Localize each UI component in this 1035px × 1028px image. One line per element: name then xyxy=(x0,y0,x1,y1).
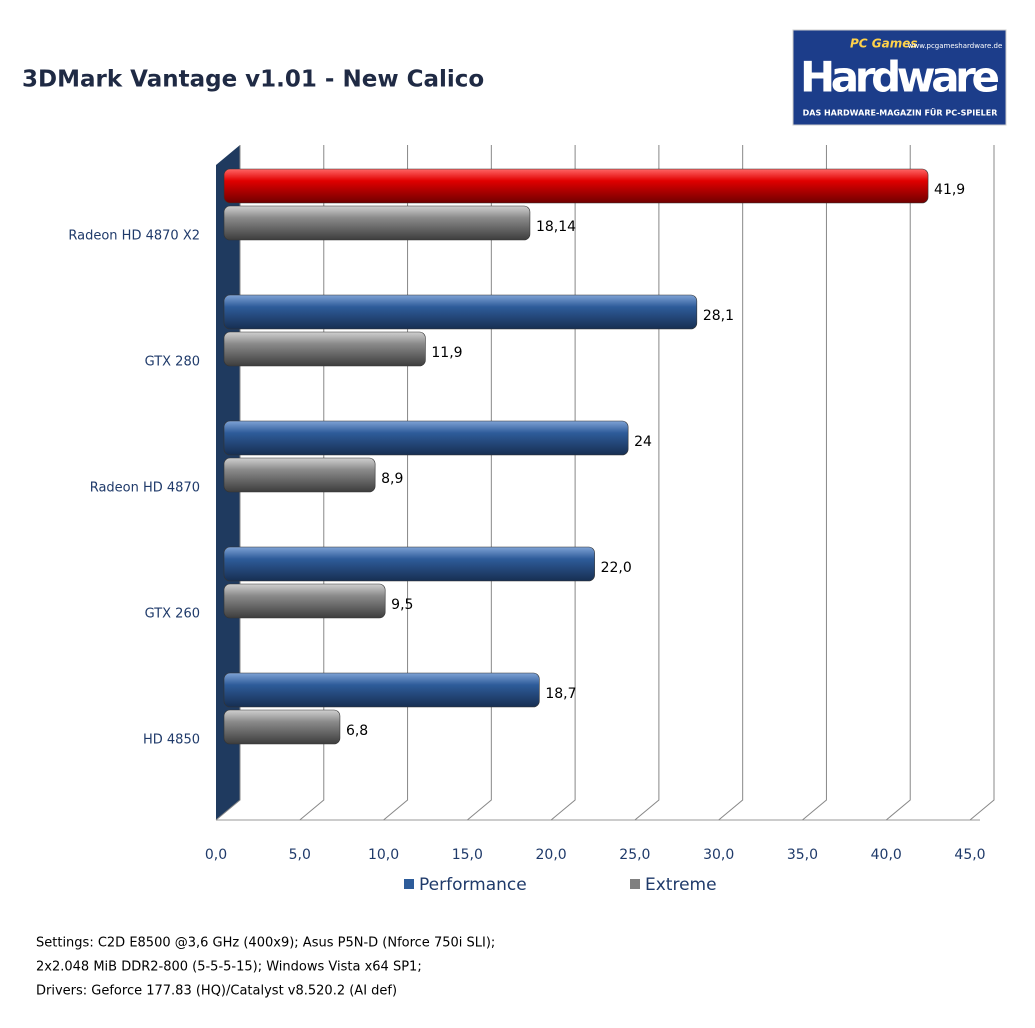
value-label: 18,7 xyxy=(545,686,576,702)
x-tick-label: 45,0 xyxy=(954,847,985,863)
footnote: 2x2.048 MiB DDR2-800 (5-5-5-15); Windows… xyxy=(36,960,422,975)
bar xyxy=(223,583,386,619)
logo-box xyxy=(792,29,1007,126)
bar xyxy=(223,168,929,204)
grid-line xyxy=(634,145,660,821)
value-label: 28,1 xyxy=(703,308,734,324)
x-tick-label: 40,0 xyxy=(871,847,902,863)
logo-url: www.pcgameshardware.de xyxy=(908,42,1003,50)
value-label: 41,9 xyxy=(934,182,965,198)
value-label: 18,14 xyxy=(536,219,576,235)
value-label: 11,9 xyxy=(431,345,462,361)
x-tick-label: 5,0 xyxy=(289,847,311,863)
grid-line xyxy=(467,145,492,821)
grid-line xyxy=(802,145,827,821)
x-tick-label: 25,0 xyxy=(619,847,650,863)
bar xyxy=(223,709,341,745)
footnote: Settings: C2D E8500 @3,6 GHz (400x9); As… xyxy=(36,936,495,951)
footnote: Drivers: Geforce 177.83 (HQ)/Catalyst v8… xyxy=(36,984,397,999)
value-label: 9,5 xyxy=(391,597,413,613)
x-tick-label: 30,0 xyxy=(703,847,734,863)
value-label: 22,0 xyxy=(601,560,632,576)
legend-swatch xyxy=(404,879,414,889)
value-label: 24 xyxy=(634,434,652,450)
grid-line xyxy=(718,145,744,821)
logo-name: Hardware xyxy=(800,53,1000,102)
x-tick-label: 20,0 xyxy=(536,847,567,863)
bar xyxy=(223,420,629,456)
grid-line xyxy=(885,145,911,821)
bar xyxy=(223,331,426,367)
legend-swatch xyxy=(630,879,640,889)
x-tick-label: 35,0 xyxy=(787,847,818,863)
logo-brand: PC Games xyxy=(850,37,918,51)
logo: PC Games www.pcgameshardware.de Hardware… xyxy=(792,29,1007,126)
legend-label: Performance xyxy=(419,875,527,895)
x-tick-label: 10,0 xyxy=(368,847,399,863)
grid-line xyxy=(550,145,576,821)
bar xyxy=(223,546,595,582)
category-label: GTX 260 xyxy=(145,607,200,622)
x-tick-label: 0,0 xyxy=(205,847,227,863)
value-label: 6,8 xyxy=(346,723,368,739)
x-tick-label: 15,0 xyxy=(452,847,483,863)
category-label: HD 4850 xyxy=(143,733,200,748)
value-label: 8,9 xyxy=(381,471,403,487)
bar xyxy=(223,294,698,330)
bar xyxy=(223,672,540,708)
legend-label: Extreme xyxy=(645,875,717,895)
category-label: GTX 280 xyxy=(145,355,200,370)
bar xyxy=(223,205,531,241)
bar xyxy=(223,457,376,493)
category-label: Radeon HD 4870 xyxy=(90,481,200,496)
logo-tagline: DAS HARDWARE-MAGAZIN FÜR PC-SPIELER xyxy=(803,108,998,118)
grid-line xyxy=(969,145,995,821)
chart-title: 3DMark Vantage v1.01 - New Calico xyxy=(22,67,484,93)
category-label: Radeon HD 4870 X2 xyxy=(68,229,200,244)
